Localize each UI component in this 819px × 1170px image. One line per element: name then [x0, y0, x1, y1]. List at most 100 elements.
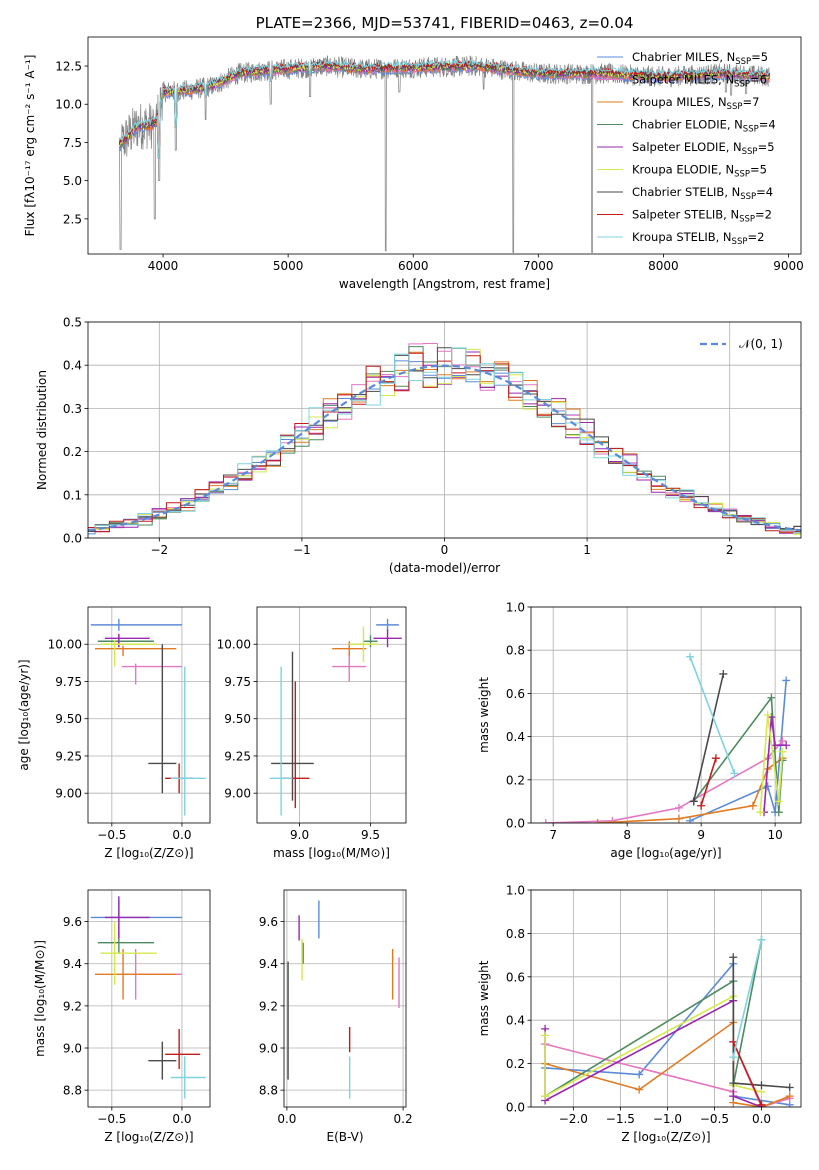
series-line-salpeter_elodie [763, 717, 787, 813]
y-tick-label: 0.1 [63, 488, 82, 502]
y-tick-label: 7.5 [63, 136, 82, 150]
series-marker-chabrier_stelib [729, 1079, 738, 1088]
y-tick-label: 0.4 [506, 730, 525, 744]
y-tick-label: 0.8 [506, 644, 525, 658]
series-marker-salpeter_stelib [729, 1037, 738, 1046]
x-tick-label: −0.5 [97, 828, 126, 842]
legend-label-tail: =5 [758, 140, 775, 154]
y-tick-label: 9.0 [259, 1042, 278, 1056]
x-tick-label: 0.2 [394, 1112, 413, 1126]
y-tick-label: 5.0 [63, 174, 82, 188]
series-marker-chabrier_elodie [774, 808, 783, 817]
series-marker-chabrier_stelib [689, 797, 698, 806]
x-tick-label: 9.5 [361, 828, 380, 842]
y-tick-label: 8.8 [259, 1084, 278, 1098]
legend-label: Chabrier STELIB, NSSP=4 [632, 185, 773, 202]
panel-mass_vs_ebv: 0.0 0.2 8.8 9.0 9.2 9.4 9.6 E(B-V) [259, 889, 413, 1144]
x-tick-label: 0.0 [172, 828, 191, 842]
series-marker-salpeter_elodie [771, 741, 780, 750]
histogram-salpeter_miles [88, 343, 801, 535]
series-line-chabrier_stelib [692, 673, 725, 802]
x-tick-label: 8 [623, 828, 631, 842]
legend-label-subscript: SSP [735, 57, 751, 67]
legend-label-tail: =5 [751, 50, 768, 64]
legend-label-tail: =2 [747, 230, 764, 244]
legend-label-subscript: SSP [739, 215, 755, 225]
panel-age_vs_mass: 9.0 9.5 9.00 9.25 9.50 9.75 10.00 mass [log₁₀(M… [217, 606, 407, 860]
x-tick-label: 9 [697, 828, 705, 842]
series-marker-salpeter_stelib [757, 1100, 766, 1107]
series-line-chabrier_stelib [732, 957, 790, 1089]
series-marker-salpeter_miles [778, 736, 787, 745]
x-tick-label: 9.0 [290, 828, 309, 842]
y-tick-label: 0.2 [63, 445, 82, 459]
y-tick-label: 10.00 [217, 638, 251, 652]
spectrum-legend: Chabrier MILES, NSSP=5 Salpeter MILES, NS… [597, 50, 776, 247]
x-tick-label: −2.0 [559, 1112, 588, 1126]
panel-mass_vs_z: −0.5 0.0 8.8 9.0 9.2 9.4 9.6 Z [log₁₀(Z/Z⊙)] mas… [33, 889, 211, 1144]
y-tick-label: 1.0 [506, 601, 525, 615]
y-tick-label: 9.6 [63, 915, 82, 929]
legend-label: Salpeter ELODIE, NSSP=5 [632, 140, 775, 157]
plot-area [118, 55, 771, 253]
series-marker-salpeter_miles [608, 816, 617, 823]
x-axis-label: Z [log₁₀(Z/Z⊙)] [621, 1130, 710, 1144]
x-tick-label: 1 [583, 543, 591, 557]
x-tick-label: 0.0 [752, 1112, 771, 1126]
y-tick-label: 0.8 [506, 927, 525, 941]
y-tick-label: 0.6 [506, 970, 525, 984]
y-axis-label: Flux [fλ10⁻¹⁷ erg cm⁻² s⁻¹ A⁻¹] [23, 55, 37, 237]
series-marker-chabrier_stelib [729, 953, 738, 962]
series-marker-salpeter_elodie [729, 1092, 738, 1101]
x-axis-label: (data-model)/error [389, 561, 500, 575]
y-tick-label: 0.2 [506, 1057, 525, 1071]
y-tick-label: 10.0 [55, 98, 82, 112]
y-tick-label: 2.5 [63, 212, 82, 226]
series-marker-kroupa_miles [635, 1085, 644, 1094]
series-marker-chabrier_miles [686, 816, 695, 823]
series-marker-kroupa_elodie [774, 797, 783, 806]
series-marker-kroupa_stelib [686, 652, 695, 661]
x-tick-label: 9000 [773, 259, 804, 273]
series-marker-kroupa_elodie [541, 1031, 550, 1040]
legend-label-subscript: SSP [742, 147, 758, 157]
series-marker-kroupa_miles [674, 814, 683, 823]
y-tick-label: 9.75 [55, 675, 82, 689]
y-tick-label: 9.2 [259, 999, 278, 1013]
series-marker-chabrier_miles [782, 676, 791, 685]
series-marker-chabrier_stelib [719, 669, 728, 678]
y-tick-label: 9.0 [63, 1042, 82, 1056]
x-tick-label: 7 [549, 828, 557, 842]
y-tick-label: 0.3 [63, 402, 82, 416]
legend-label-subscript: SSP [727, 102, 743, 112]
series-marker-salpeter_stelib [711, 754, 720, 763]
panel-residuals: −2 −1 0 1 2 0.0 0.1 0.2 0.3 0.4 0.5 (data-model)/er… [35, 316, 802, 575]
y-tick-label: 9.00 [55, 787, 82, 801]
x-tick-label: 6000 [398, 259, 429, 273]
x-axis-label: E(B-V) [326, 1130, 363, 1144]
histogram-kroupa_stelib [88, 347, 801, 534]
normal-curve [88, 364, 801, 532]
y-tick-label: 10.00 [48, 638, 82, 652]
x-tick-label: −2 [150, 543, 168, 557]
x-axis-label: mass [log₁₀(M/M⊙)] [273, 846, 390, 860]
y-tick-label: 9.4 [259, 957, 278, 971]
series-marker-salpeter_miles [674, 803, 683, 812]
y-tick-label: 9.00 [224, 787, 251, 801]
legend-label: Chabrier MILES, NSSP=5 [632, 50, 768, 67]
legend-label: Kroupa ELODIE, NSSP=5 [632, 163, 767, 180]
plot-area [90, 896, 206, 1099]
y-tick-label: 8.8 [63, 1084, 82, 1098]
y-tick-label: 12.5 [55, 60, 82, 74]
legend-label-subscript: SSP [734, 80, 750, 90]
panel-weight_vs_age: 7 8 9 10 0.0 0.2 0.4 0.6 0.8 1.0 age [log₁₀(age/yr… [477, 601, 802, 860]
axes-frame [87, 889, 211, 1108]
plot-area [287, 900, 400, 1099]
y-tick-label: 0.0 [506, 817, 525, 831]
y-tick-label: 0.6 [506, 687, 525, 701]
series-marker-chabrier_miles [763, 782, 772, 791]
plot-area [541, 935, 794, 1107]
axes-frame [87, 36, 802, 255]
plot-area [88, 343, 801, 535]
